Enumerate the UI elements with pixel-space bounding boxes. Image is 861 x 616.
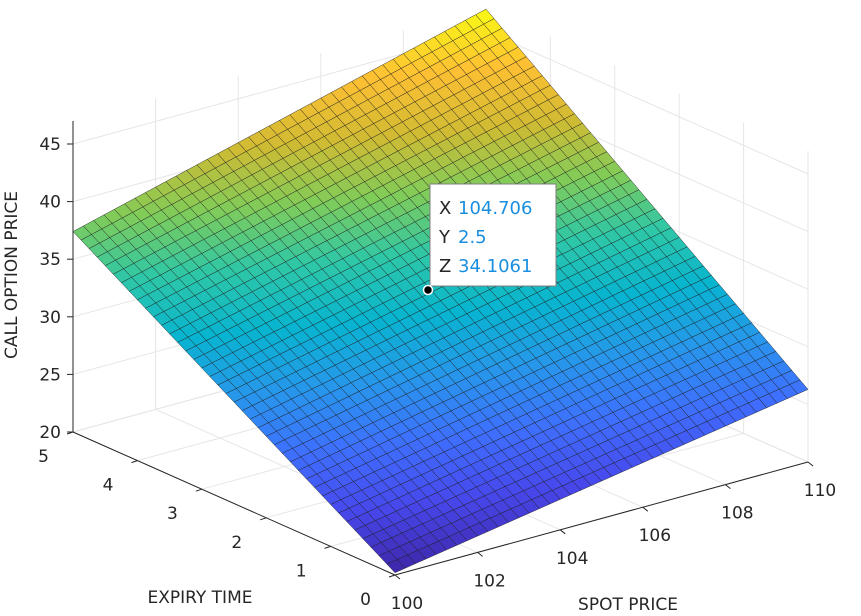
y-tick-label: 4 xyxy=(103,476,114,496)
data-tip-marker xyxy=(422,284,434,296)
z-tick-label: 45 xyxy=(39,135,61,155)
y-tick-label: 1 xyxy=(296,561,307,581)
data-tip-x-value: 104.706 xyxy=(458,198,532,219)
y-tick-label: 3 xyxy=(167,504,178,524)
x-tick-label: 108 xyxy=(721,504,753,524)
axes-box xyxy=(72,120,809,576)
x-tick xyxy=(725,484,731,489)
x-axis-label: SPOT PRICE xyxy=(578,595,678,615)
z-tick-label: 25 xyxy=(39,365,61,385)
data-tip-box xyxy=(429,183,557,287)
y-tick-label: 5 xyxy=(38,447,49,467)
data-tip-y-key: Y xyxy=(438,227,451,248)
y-tick xyxy=(388,574,396,578)
z-tick-label: 40 xyxy=(39,193,61,213)
y-axis-label: EXPIRY TIME xyxy=(148,588,253,608)
x-tick-label: 110 xyxy=(804,481,836,501)
y-tick xyxy=(66,431,74,435)
data-tip-y-value: 2.5 xyxy=(458,227,487,248)
y-tick-label: 0 xyxy=(360,590,371,610)
x-tick-label: 100 xyxy=(391,594,423,614)
data-tip-z-key: Z xyxy=(439,256,451,277)
z-axis-label: CALL OPTION PRICE xyxy=(2,191,22,359)
x-tick-label: 104 xyxy=(556,549,588,569)
x-tick-label: 102 xyxy=(473,571,505,591)
y-tick xyxy=(195,488,202,492)
y-tick-label: 2 xyxy=(231,533,242,553)
x-tick-label: 106 xyxy=(639,526,671,546)
x-tick xyxy=(642,506,649,512)
x-axis-line xyxy=(394,461,809,576)
surface-cell xyxy=(386,559,406,574)
x-tick xyxy=(394,574,401,580)
grid-line xyxy=(485,30,809,175)
y-axis-line xyxy=(72,431,396,576)
x-tick xyxy=(477,552,483,557)
y-tick xyxy=(324,545,331,549)
data-tip[interactable]: X 104.706 Y 2.5 Z 34.1061 xyxy=(422,183,557,296)
z-tick-label: 20 xyxy=(39,423,61,443)
y-tick xyxy=(260,517,267,521)
z-tick-label: 30 xyxy=(39,308,61,328)
surface-mesh xyxy=(72,8,809,574)
data-tip-x-key: X xyxy=(439,198,451,219)
data-tip-z-value: 34.1061 xyxy=(458,256,532,277)
z-tick-label: 35 xyxy=(39,250,61,270)
x-tick xyxy=(559,529,566,535)
x-tick xyxy=(807,461,814,467)
y-tick xyxy=(131,460,138,464)
